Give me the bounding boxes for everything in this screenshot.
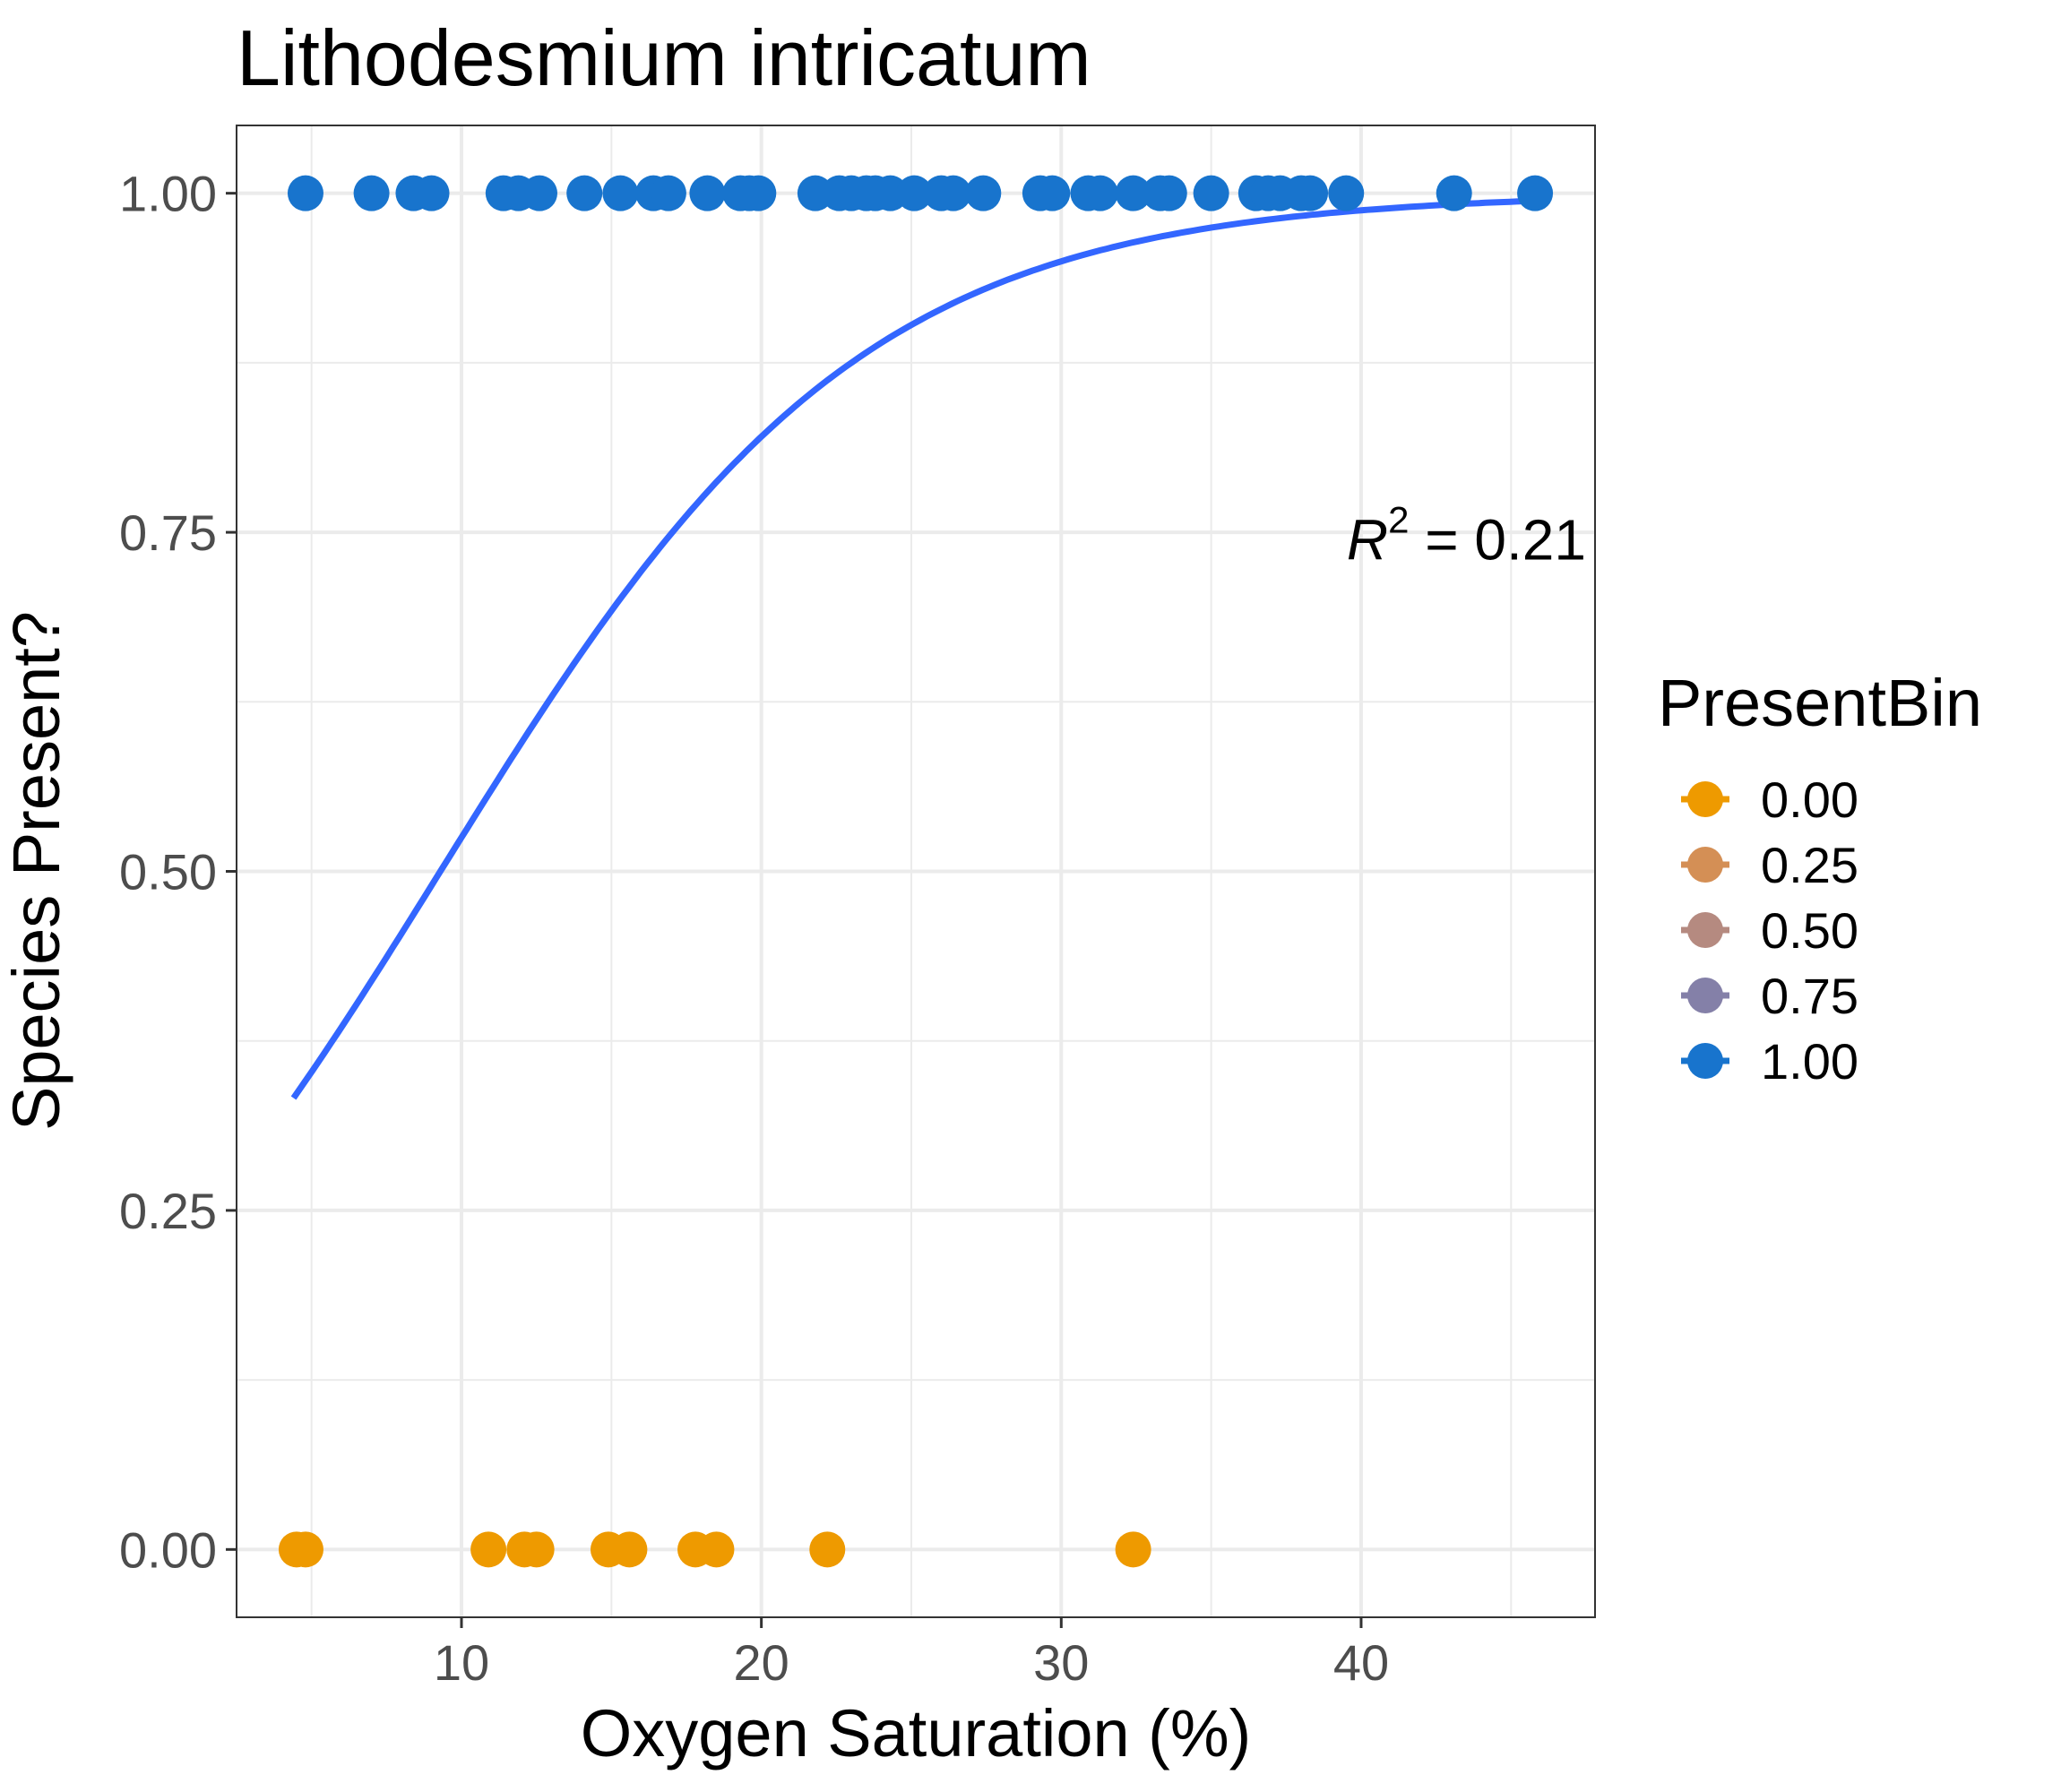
legend-label: 0.00: [1761, 771, 1858, 828]
legend-entries: 0.00 0.25 0.50 0.75 1.00: [1681, 771, 1858, 1090]
data-point-present: [287, 175, 323, 211]
legend-label: 0.75: [1761, 968, 1858, 1024]
legend-entry: 0.75: [1681, 968, 1858, 1024]
data-point-present: [1034, 175, 1071, 211]
x-tick-label: 30: [1033, 1634, 1089, 1691]
data-point-present: [1115, 175, 1151, 211]
data-point-present: [1151, 175, 1187, 211]
data-point-present: [935, 175, 971, 211]
data-point-present: [1292, 175, 1329, 211]
data-point-absent: [809, 1531, 846, 1568]
data-point-present: [740, 175, 777, 211]
r-squared-base: R: [1347, 507, 1388, 572]
x-axis-title: Oxygen Saturation (%): [581, 1696, 1252, 1770]
legend-entry: 1.00: [1681, 1033, 1858, 1090]
legend-title: PresentBin: [1658, 666, 1982, 740]
data-point-present: [1517, 175, 1554, 211]
legend-entry: 0.00: [1681, 771, 1858, 828]
legend-label: 0.25: [1761, 837, 1858, 893]
y-tick-label: 0.75: [119, 504, 217, 561]
y-axis-title: Species Present?: [0, 611, 73, 1131]
legend-entry: 0.50: [1681, 902, 1858, 959]
data-point-present: [896, 175, 933, 211]
data-point-absent: [287, 1531, 323, 1568]
y-tick-label: 1.00: [119, 166, 217, 222]
r-squared-superscript: 2: [1388, 498, 1409, 540]
data-point-absent: [1115, 1531, 1151, 1568]
data-point-present: [602, 175, 639, 211]
y-tick-label: 0.25: [119, 1183, 217, 1239]
y-tick-label: 0.00: [119, 1521, 217, 1578]
points-layer: [278, 175, 1554, 1568]
legend: PresentBin 0.00 0.25 0.50 0.75 1.00: [1658, 666, 1982, 1090]
data-point-present: [965, 175, 1002, 211]
legend-key-point: [1687, 1043, 1723, 1079]
legend-entry: 0.25: [1681, 837, 1858, 893]
data-point-present: [353, 175, 390, 211]
data-point-present: [413, 175, 450, 211]
legend-key-point: [1687, 781, 1723, 817]
data-point-absent: [611, 1531, 648, 1568]
data-point-absent: [518, 1531, 555, 1568]
data-point-absent: [698, 1531, 735, 1568]
legend-key-point: [1687, 847, 1723, 883]
r-squared-value: = 0.21: [1409, 507, 1586, 572]
fit-layer: [290, 197, 1536, 1100]
data-point-present: [1193, 175, 1229, 211]
y-tick-label: 0.50: [119, 844, 217, 900]
data-point-absent: [470, 1531, 507, 1568]
data-point-present: [650, 175, 686, 211]
x-tick-label: 40: [1333, 1634, 1389, 1691]
y-axis-ticks: 0.00 0.25 0.50 0.75 1.00: [119, 166, 237, 1578]
x-axis-ticks: 10 20 30 40: [434, 1617, 1389, 1691]
logistic-fit-line: [290, 197, 1536, 1100]
r-squared-annotation: R2 = 0.21: [1347, 498, 1586, 572]
x-tick-label: 20: [734, 1634, 789, 1691]
legend-label: 0.50: [1761, 902, 1858, 959]
chart-title: Lithodesmium intricatum: [237, 13, 1091, 102]
legend-label: 1.00: [1761, 1033, 1858, 1090]
data-point-present: [1328, 175, 1365, 211]
data-point-present: [522, 175, 558, 211]
data-point-present: [566, 175, 603, 211]
data-point-present: [689, 175, 726, 211]
legend-key-point: [1687, 978, 1723, 1013]
grid-major: [237, 125, 1595, 1617]
data-point-present: [1436, 175, 1472, 211]
x-tick-label: 10: [434, 1634, 489, 1691]
data-point-present: [1082, 175, 1118, 211]
legend-key-point: [1687, 912, 1723, 948]
